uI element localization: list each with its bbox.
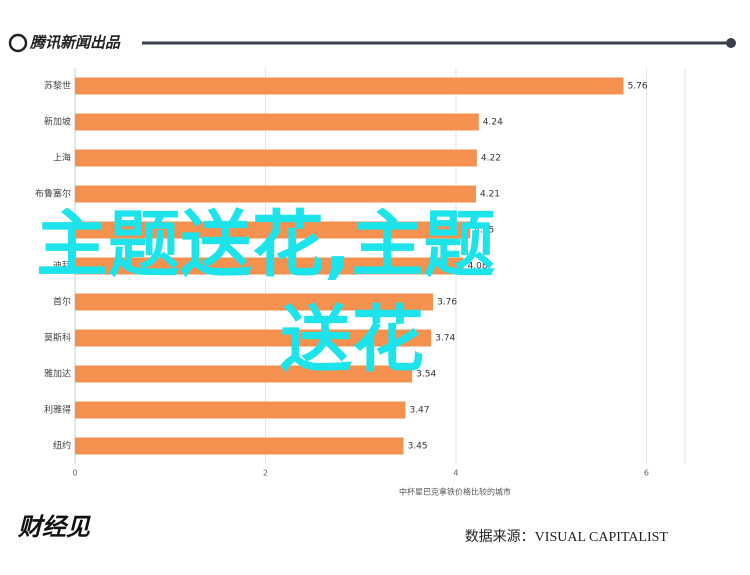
logo-icon <box>8 33 28 53</box>
y-tick-label: 布鲁塞尔 <box>35 188 71 200</box>
value-label: 3.47 <box>409 406 429 416</box>
value-label: 4.15 <box>474 226 494 236</box>
y-tick-label: 新加坡 <box>44 116 71 128</box>
bar <box>75 257 464 275</box>
y-tick-label: 首尔 <box>53 296 71 308</box>
y-tick-label: 上海 <box>53 152 71 164</box>
bar <box>75 185 476 203</box>
y-tick-label: 利雅得 <box>44 404 71 416</box>
x-axis-label: 中杯星巴克拿铁价格比较的城市 <box>399 487 511 497</box>
bar <box>75 77 624 95</box>
value-label: 4.24 <box>483 118 503 128</box>
y-tick-label: 纽约 <box>53 440 71 452</box>
x-tick-label: 0 <box>72 469 77 478</box>
bar <box>75 221 471 239</box>
value-label: 4.22 <box>481 154 501 164</box>
bar <box>75 401 406 419</box>
bar <box>75 113 479 131</box>
y-tick-label: 莫斯科 <box>44 332 71 344</box>
bar <box>75 293 434 311</box>
value-label: 3.45 <box>408 442 428 452</box>
overlay-text: 主题送花,主题 <box>36 203 495 287</box>
plot: 0 2 4 6 苏黎世 5.76 新加坡 4.24 上海 4.22 布鲁塞尔 4.21 4.15 迪拜 4.… <box>35 68 686 478</box>
header-logo: 腾讯新闻出品 <box>29 34 121 52</box>
value-label: 3.54 <box>416 370 436 380</box>
x-tick-label: 4 <box>453 469 458 478</box>
x-tick-label: 6 <box>644 469 649 478</box>
y-tick-label: 苏黎世 <box>44 80 71 92</box>
header-dot <box>726 38 736 48</box>
header: 腾讯新闻出品 <box>8 33 736 53</box>
value-label: 4.21 <box>480 190 500 200</box>
x-tick-label: 2 <box>263 469 268 478</box>
value-label: 3.76 <box>437 298 457 308</box>
bar <box>75 329 432 347</box>
y-tick-label: 雅加达 <box>44 368 71 380</box>
bar <box>75 149 477 167</box>
value-label: 5.76 <box>628 82 648 92</box>
overlay-text: 送花 <box>280 298 424 382</box>
value-label: 4.08 <box>468 262 488 272</box>
footer-logo: 财经见 <box>17 513 91 541</box>
bar <box>75 365 413 383</box>
source: 数据来源：VISUAL CAPITALIST <box>465 529 669 545</box>
bar <box>75 437 404 455</box>
value-label: 3.74 <box>435 334 455 344</box>
y-tick-label: 迪拜 <box>53 260 71 272</box>
